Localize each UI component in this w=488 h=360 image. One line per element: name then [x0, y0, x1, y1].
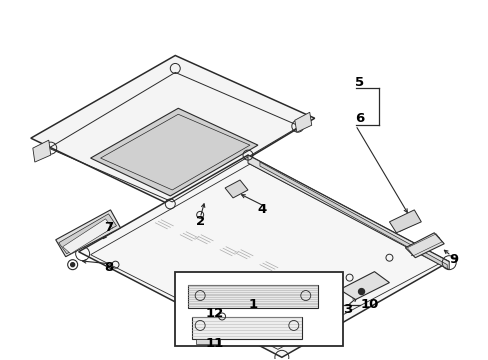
Polygon shape	[260, 162, 447, 269]
Polygon shape	[294, 112, 311, 132]
Polygon shape	[388, 210, 421, 233]
Polygon shape	[59, 214, 116, 254]
Text: 7: 7	[104, 221, 113, 234]
Text: 8: 8	[103, 261, 113, 274]
Polygon shape	[31, 55, 314, 205]
Polygon shape	[62, 219, 112, 254]
Text: 11: 11	[205, 337, 224, 350]
Polygon shape	[339, 272, 388, 300]
Text: 1: 1	[248, 298, 257, 311]
Polygon shape	[192, 318, 301, 339]
Polygon shape	[224, 180, 247, 198]
Polygon shape	[196, 339, 220, 345]
Text: 3: 3	[342, 303, 351, 316]
Text: 6: 6	[354, 112, 364, 125]
Circle shape	[358, 289, 364, 294]
Text: 5: 5	[354, 76, 364, 89]
Text: 4: 4	[257, 203, 266, 216]
Text: 9: 9	[448, 253, 458, 266]
Polygon shape	[405, 233, 443, 258]
Circle shape	[71, 263, 75, 267]
FancyBboxPatch shape	[175, 272, 342, 346]
Polygon shape	[33, 140, 51, 162]
Polygon shape	[247, 155, 448, 270]
Text: 2: 2	[195, 215, 204, 228]
Text: 10: 10	[360, 298, 378, 311]
Polygon shape	[90, 108, 258, 196]
Polygon shape	[79, 155, 448, 357]
Polygon shape	[56, 210, 120, 257]
Text: 12: 12	[205, 307, 224, 320]
Polygon shape	[188, 285, 317, 307]
